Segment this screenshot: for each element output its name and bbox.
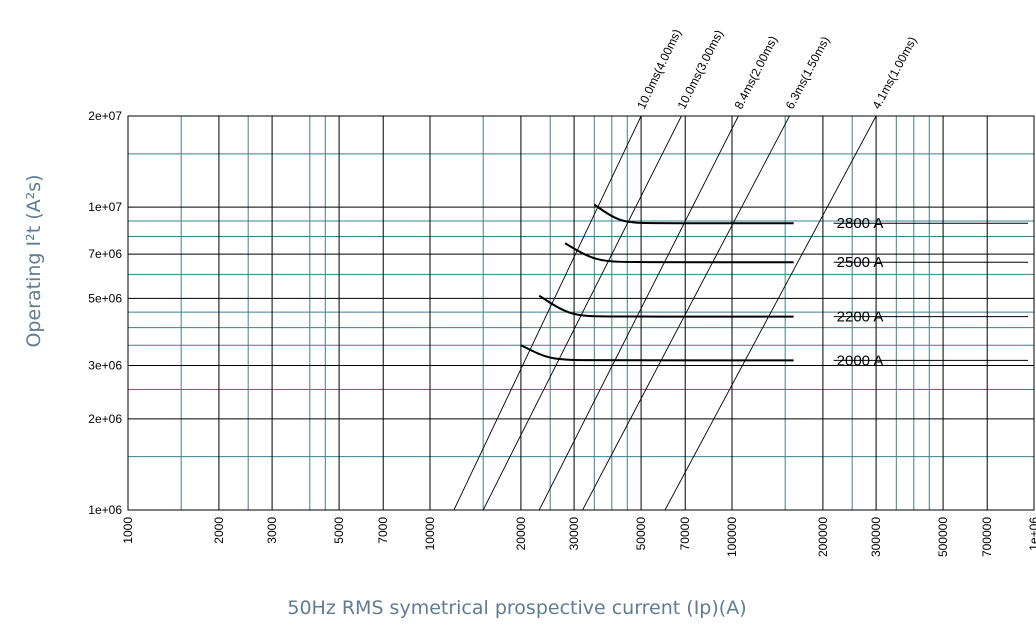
series-labels: 2800 A 2500 A 2200 A 2000 A <box>833 215 1028 369</box>
x-tick-label: 10000 <box>423 517 437 551</box>
x-tick-label: 300000 <box>869 517 883 557</box>
series-curve <box>593 203 794 225</box>
time-diagonal-label: 6.3ms(1.50ms) <box>783 34 833 111</box>
y-axis-label: Operating I²t (A²s) <box>23 174 45 347</box>
x-tick-label: 50000 <box>634 517 648 551</box>
series-label: 2200 A <box>837 309 884 326</box>
y-tick-label: 2e+06 <box>88 412 122 426</box>
series-label: 2000 A <box>837 352 884 369</box>
x-tick-label: 20000 <box>514 517 528 551</box>
x-tick-label: 30000 <box>567 517 581 551</box>
x-axis-label: 50Hz RMS symetrical prospective current … <box>287 597 746 619</box>
time-diagonal-line <box>453 115 642 511</box>
time-diagonal-line <box>538 115 739 511</box>
y-tick-label: 2e+07 <box>88 109 122 123</box>
x-tick-label: 100000 <box>725 517 739 557</box>
time-diagonal-label: 10.0ms(3.00ms) <box>675 28 726 112</box>
x-tick-label: 700000 <box>980 517 994 557</box>
x-tick-label: 1e+06 <box>1027 517 1036 551</box>
secondary-grid <box>128 116 1034 510</box>
series-curve <box>538 294 794 318</box>
time-diagonal-line <box>582 115 790 511</box>
x-tick-label: 7000 <box>376 517 390 544</box>
x-tick-label: 3000 <box>265 517 279 544</box>
x-tick-label: 5000 <box>332 517 346 544</box>
x-tick-label: 200000 <box>816 517 830 557</box>
series-curve <box>520 344 794 362</box>
y-tick-label: 1e+07 <box>88 200 122 214</box>
series-label: 2800 A <box>837 215 884 232</box>
plot-frame <box>127 115 1035 511</box>
series-label: 2500 A <box>837 254 884 271</box>
y-tick-label: 3e+06 <box>88 359 122 373</box>
y-tick-label: 7e+06 <box>88 247 122 261</box>
x-tick-label: 70000 <box>678 517 692 551</box>
primary-grid <box>127 115 1035 511</box>
time-diagonal-line <box>664 115 877 511</box>
time-diagonal-line <box>482 115 682 511</box>
series-curve <box>564 242 794 264</box>
x-tick-label: 2000 <box>212 517 226 544</box>
y-tick-label: 1e+06 <box>88 503 122 517</box>
time-diagonal-label: 10.0ms(4.00ms) <box>634 27 684 111</box>
x-tick-label: 500000 <box>936 517 950 557</box>
x-tick-label: 1000 <box>121 517 135 544</box>
time-diagonal-label: 8.4ms(2.00ms) <box>732 34 781 112</box>
y-tick-label: 5e+06 <box>88 291 122 305</box>
time-diagonal-label: 4.1ms(1.00ms) <box>869 34 919 111</box>
series-curves <box>520 203 794 362</box>
tick-labels: 1000 2000 3000 5000 7000 10000 20000 30000 50000… <box>88 109 1036 557</box>
